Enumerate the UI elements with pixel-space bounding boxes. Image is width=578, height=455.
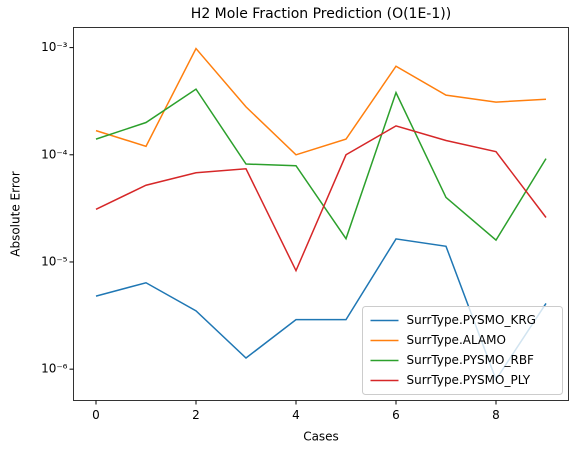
y-axis-label: Absolute Error [9, 171, 23, 257]
y-tick-label: 10⁻³ [41, 40, 68, 54]
y-tick-label: 10⁻⁴ [41, 147, 68, 161]
x-tick-label: 8 [492, 408, 500, 422]
chart-title: H2 Mole Fraction Prediction (O(1E-1)) [191, 6, 451, 22]
series-line [95, 88, 547, 242]
y-tick-label: 10⁻⁶ [41, 362, 68, 376]
x-tick-label: 0 [92, 408, 100, 422]
x-tick-label: 4 [292, 408, 300, 422]
y-tick-label: 10⁻⁵ [41, 254, 68, 268]
x-tick-label: 2 [192, 408, 200, 422]
legend-label: SurrType.PYSMO_KRG [407, 313, 536, 327]
series-line [95, 125, 547, 273]
plot-frame [73, 27, 569, 401]
x-tick-label: 6 [392, 408, 400, 422]
legend-label: SurrType.ALAMO [407, 333, 506, 347]
x-axis-label: Cases [303, 430, 339, 444]
legend-box [362, 306, 563, 395]
legend-label: SurrType.PYSMO_RBF [407, 353, 535, 367]
series-line [95, 47, 547, 156]
legend-label: SurrType.PYSMO_PLY [407, 373, 531, 387]
